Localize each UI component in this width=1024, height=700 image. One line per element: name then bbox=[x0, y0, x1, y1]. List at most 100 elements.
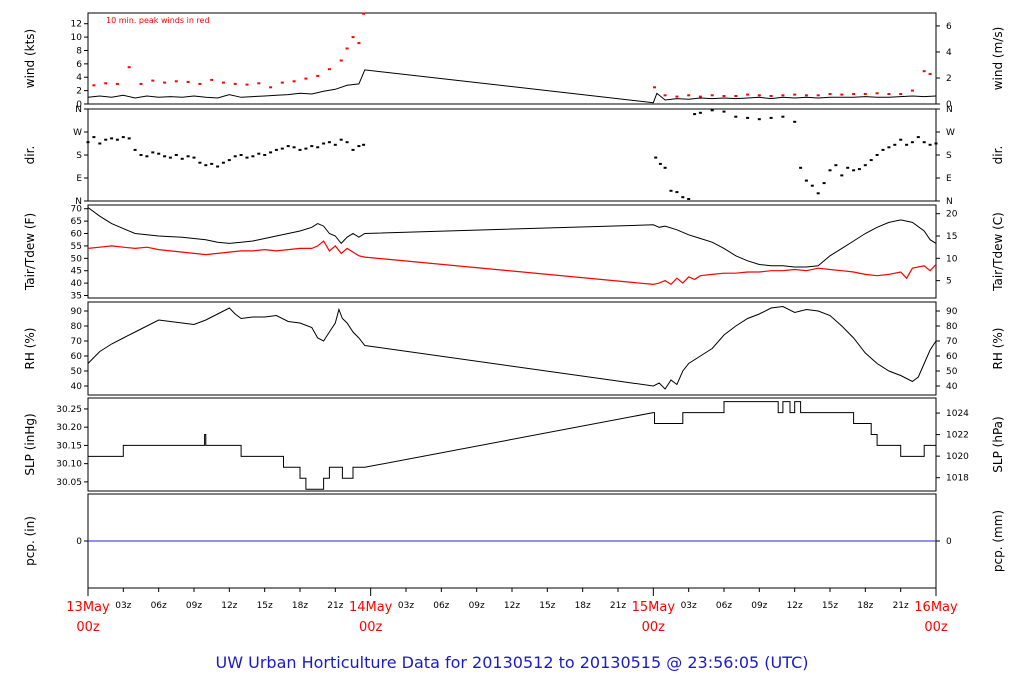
y-tick-right-label: 15 bbox=[946, 232, 957, 242]
data-point bbox=[922, 70, 926, 73]
y-tick-label: 70 bbox=[71, 205, 83, 215]
data-point bbox=[280, 81, 284, 84]
series-wind bbox=[87, 69, 937, 104]
y-tick-label: 50 bbox=[71, 254, 83, 264]
x-hour-label: 15z bbox=[539, 601, 555, 611]
data-point bbox=[863, 164, 867, 167]
data-point bbox=[881, 148, 885, 151]
x-day-label: 16May bbox=[914, 600, 958, 615]
data-point bbox=[269, 86, 273, 89]
data-point bbox=[793, 93, 797, 96]
data-point bbox=[846, 166, 850, 169]
y-tick-label: 2 bbox=[76, 87, 82, 97]
data-point bbox=[362, 12, 366, 15]
y-tick-right-label: 90 bbox=[946, 307, 958, 317]
y-tick-label: 40 bbox=[71, 382, 83, 392]
y-tick-label: N bbox=[75, 105, 82, 115]
y-tick-right-label: 6 bbox=[946, 22, 952, 32]
y-tick-right-label: 5 bbox=[946, 277, 952, 287]
x-hour-label: 06z bbox=[151, 601, 167, 611]
data-point bbox=[327, 68, 331, 71]
data-point bbox=[810, 184, 814, 187]
data-point bbox=[928, 143, 932, 146]
data-point bbox=[834, 164, 838, 167]
data-point bbox=[654, 156, 658, 159]
series-direction bbox=[86, 109, 938, 200]
y-tick-label: 30.20 bbox=[56, 423, 82, 433]
data-point bbox=[339, 138, 343, 141]
data-point bbox=[934, 142, 938, 145]
data-point bbox=[139, 82, 143, 85]
y-axis-label: wind (kts) bbox=[23, 29, 37, 88]
y-tick-label: 6 bbox=[76, 60, 82, 70]
data-point bbox=[104, 82, 108, 85]
x-hour-label: 09z bbox=[751, 601, 767, 611]
data-point bbox=[351, 36, 355, 39]
x-day-label: 13May bbox=[66, 600, 110, 615]
x-hour-label: 18z bbox=[292, 601, 308, 611]
y-axis-label: pcp. (in) bbox=[23, 516, 37, 566]
data-point bbox=[710, 94, 714, 97]
x-hour-label: 18z bbox=[857, 601, 873, 611]
data-point bbox=[852, 169, 856, 172]
y-tick-label: 10 bbox=[71, 33, 83, 43]
data-point bbox=[204, 164, 208, 167]
y-tick-label: N bbox=[75, 197, 82, 207]
y-axis-label-right: SLP (hPa) bbox=[991, 416, 1005, 472]
data-point bbox=[198, 82, 202, 85]
x-day-hour-label: 00z bbox=[359, 620, 383, 635]
panel-wind: 0 2 4 6 8 10 12 0 2 4 6 wind (kts) wind (m/s) 10 min.… bbox=[23, 12, 1005, 110]
data-point bbox=[734, 95, 738, 97]
x-hour-label: 18z bbox=[575, 601, 591, 611]
data-point bbox=[746, 93, 750, 96]
x-hour-label: 15z bbox=[822, 601, 838, 611]
data-point bbox=[675, 95, 679, 98]
y-axis-label: dir. bbox=[23, 146, 37, 165]
data-point bbox=[887, 146, 891, 149]
data-point bbox=[840, 174, 844, 177]
x-axis: 13May 00z 03z 06z 09z 12z 15z 18z 21z 14May 00z 03z… bbox=[66, 588, 958, 635]
data-point bbox=[245, 156, 249, 159]
data-point bbox=[910, 89, 914, 92]
data-point bbox=[269, 151, 273, 154]
data-point bbox=[210, 162, 214, 165]
y-tick-label: E bbox=[76, 174, 82, 184]
data-point bbox=[157, 152, 161, 155]
series-slp bbox=[88, 401, 936, 490]
chart-title: UW Urban Horticulture Data for 20130512 … bbox=[216, 653, 809, 672]
y-tick-label: 35 bbox=[71, 292, 82, 302]
y-tick-label: W bbox=[73, 128, 82, 138]
data-point bbox=[304, 147, 308, 150]
data-point bbox=[221, 81, 225, 84]
data-point bbox=[251, 155, 255, 158]
data-point bbox=[757, 94, 761, 97]
data-point bbox=[757, 118, 761, 121]
y-tick-label: 30.05 bbox=[56, 478, 82, 488]
data-point bbox=[828, 169, 832, 172]
y-axis-label: Tair/Tdew (F) bbox=[23, 213, 37, 291]
x-hour-label: 12z bbox=[787, 601, 803, 611]
chart-panels: 0 2 4 6 8 10 12 0 2 4 6 wind (kts) wind (m/s) 10 min.… bbox=[23, 12, 1005, 589]
series-rh bbox=[87, 305, 937, 390]
data-point bbox=[669, 189, 673, 192]
data-point bbox=[115, 82, 119, 85]
data-point bbox=[875, 154, 879, 156]
data-point bbox=[145, 155, 149, 158]
data-point bbox=[151, 151, 155, 154]
panel-rh: 40 50 60 70 80 90 40 50 60 70 80 90 RH (%) RH (%) bbox=[23, 301, 1005, 396]
data-point bbox=[216, 165, 220, 168]
y-tick-right-label: N bbox=[946, 105, 953, 115]
data-point bbox=[221, 161, 225, 164]
data-point bbox=[710, 109, 714, 112]
data-point bbox=[333, 143, 337, 146]
y-tick-label: 50 bbox=[71, 367, 83, 377]
x-hour-label: 15z bbox=[257, 601, 273, 611]
data-point bbox=[816, 192, 820, 195]
data-point bbox=[257, 152, 261, 155]
data-point bbox=[163, 155, 167, 158]
data-point bbox=[663, 166, 667, 169]
data-point bbox=[139, 154, 143, 156]
x-day-label: 14May bbox=[349, 600, 393, 615]
y-tick-label: S bbox=[76, 151, 82, 161]
